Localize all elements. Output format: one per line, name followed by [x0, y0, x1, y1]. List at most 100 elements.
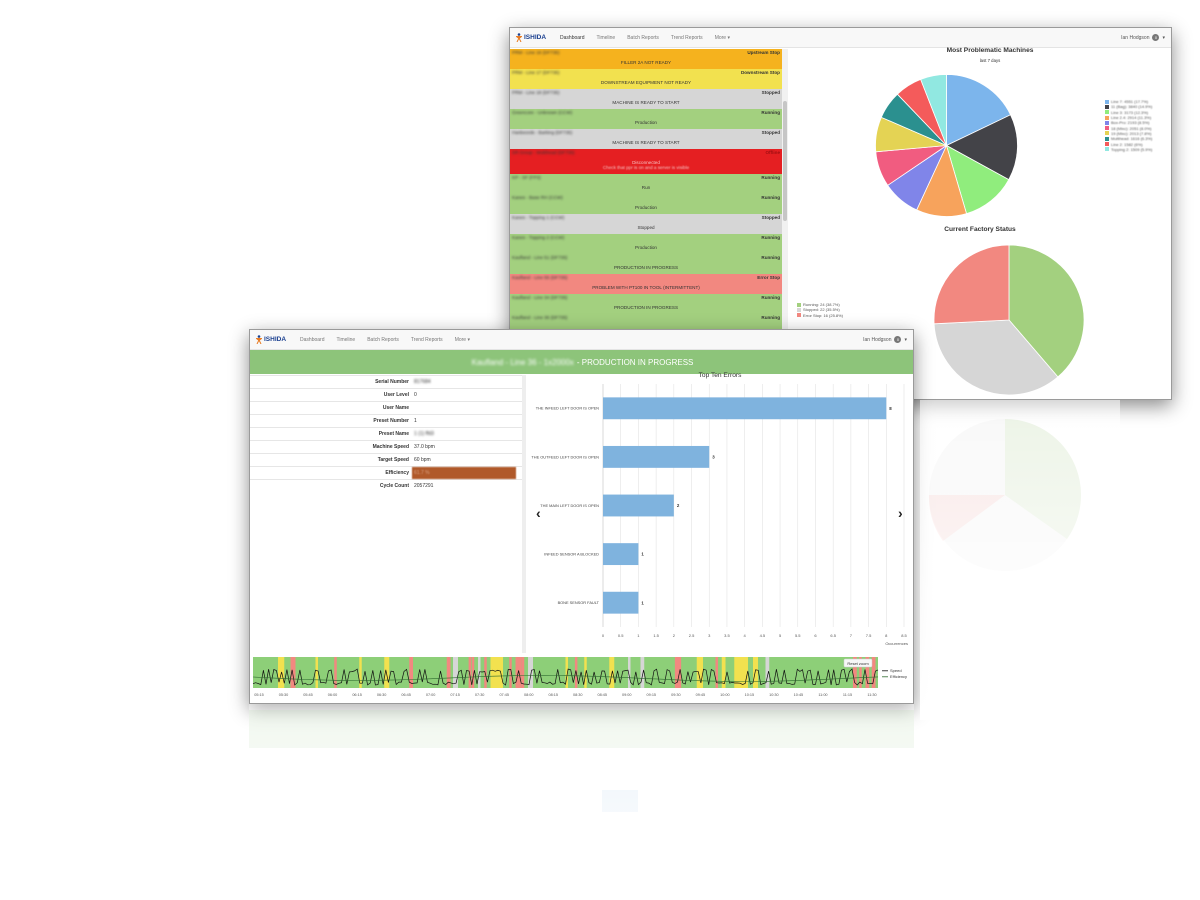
- timeline-status-segment: [734, 657, 748, 688]
- pie-reflection: [920, 400, 1120, 720]
- nav-trend-reports[interactable]: Trend Reports: [410, 336, 443, 343]
- legend-item[interactable]: Box-Pro: 2193 (8.5%): [1105, 120, 1152, 125]
- machine-status-row[interactable]: PRM - Line 16 (DF735) Upstream Stop FILLER…: [510, 49, 782, 69]
- user-menu[interactable]: Ian Hodgson 0 ▾: [1121, 34, 1165, 41]
- nav-timeline[interactable]: Timeline: [336, 336, 356, 343]
- legend-label: Error Stop: 16 (25.8%): [803, 312, 844, 318]
- machine-status-row[interactable]: KP - SF (FP3) Running Run: [510, 174, 782, 194]
- timeline-tick-label: 06:15: [352, 693, 362, 697]
- machine-state: Running: [761, 255, 780, 260]
- legend-item[interactable]: 11 (Bag): 3840 (14.9%): [1105, 104, 1152, 109]
- navbar: ISHIDA Dashboard Timeline Batch Reports …: [250, 330, 913, 350]
- timeline-status-segment: [565, 657, 568, 688]
- legend-label: Stopped: 22 (35.5%): [803, 307, 840, 313]
- brand-name: ISHIDA: [264, 336, 287, 343]
- machine-status-row[interactable]: PRM - Line 17 (DF735) Downstream Stop DOWN…: [510, 69, 782, 89]
- info-value: 61.7 %: [412, 467, 516, 479]
- timeline-tick-label: 05:30: [279, 693, 289, 697]
- legend-swatch: [1105, 104, 1109, 109]
- next-chart-arrow-icon[interactable]: ›: [898, 505, 903, 521]
- timeline-legend-label: Speed: [890, 668, 902, 673]
- timeline-tick-label: 05:45: [303, 693, 313, 697]
- machine-name: PRM - Line 18 (DF735): [512, 90, 560, 95]
- machine-status-row[interactable]: Greencore - Unknown (CCW) Running Producti…: [510, 109, 782, 129]
- legend-item[interactable]: Multihead: 1616 (6.3%): [1105, 136, 1152, 141]
- machine-info-table: Serial Number 817684 User Level 0 User Name P…: [250, 375, 522, 492]
- machine-state: Stopped: [761, 215, 780, 220]
- legend-label: Line 7: 4551 (17.7%): [1111, 99, 1149, 105]
- bar-category-label: THE INFEED LEFT DOOR IS OPEN: [536, 406, 599, 411]
- info-row: Efficiency 61.7 %: [250, 466, 522, 479]
- machine-status-row[interactable]: Kanes - Base RH (CCW) Running Production: [510, 194, 782, 214]
- nav-more[interactable]: More ▾: [715, 35, 730, 41]
- legend-label: 18 (Mixc): 2051 (8.0%): [1111, 125, 1152, 131]
- info-label: Cycle Count: [379, 483, 409, 489]
- timeline-status-segment: [853, 657, 857, 688]
- timeline-tick-label: 07:00: [426, 693, 436, 697]
- machine-name: Kaufland - Line 55 (DF735): [512, 275, 568, 280]
- nav-dashboard[interactable]: Dashboard: [300, 336, 325, 343]
- machine-message: Production: [635, 120, 657, 125]
- machine-status-row[interactable]: PRM - Line 18 (DF735) Stopped MACHINE IS R…: [510, 89, 782, 109]
- nav-batch-reports[interactable]: Batch Reports: [367, 336, 399, 343]
- user-menu[interactable]: Ian Hodgson 0 ▾: [863, 336, 907, 343]
- info-value: 817684: [414, 379, 431, 385]
- legend-label: Line 2.4: 2914 (11.3%): [1111, 115, 1152, 121]
- bar: [603, 494, 674, 517]
- machine-status-row[interactable]: Kaufland - Line 51 (DF735) Running PRODUCT…: [510, 254, 782, 274]
- legend-item[interactable]: Stopped: 22 (35.5%): [797, 307, 843, 312]
- legend-item[interactable]: Error Stop: 16 (25.8%): [797, 313, 843, 318]
- status-list-scrollbar[interactable]: [782, 49, 788, 399]
- bar-category-label: THE OUTFEED LEFT DOOR IS OPEN: [531, 454, 599, 459]
- caret-down-icon: ▾: [1162, 34, 1165, 41]
- legend-item[interactable]: Line 3: 3173 (12.3%): [1105, 110, 1152, 115]
- machine-name: SR Group - Multihead (DF735): [512, 150, 575, 155]
- legend-item[interactable]: Topping 2: 1509 (5.9%): [1105, 147, 1152, 152]
- caret-down-icon: ▾: [727, 34, 730, 41]
- info-row: Serial Number 817684: [250, 375, 522, 388]
- timeline-status-segment: [334, 657, 337, 688]
- machine-status-row[interactable]: Kaufland - Line 36 (DF735) Running: [510, 314, 782, 329]
- machine-status-row[interactable]: SR Group - Multihead (DF735) Offline Disco…: [510, 149, 782, 174]
- machine-status-row[interactable]: Kaufland - Line 34 (DF735) Running PRODUCT…: [510, 294, 782, 314]
- machine-name: PRM - Line 16 (DF735): [512, 50, 560, 55]
- bar: [603, 591, 639, 614]
- speed-efficiency-timeline[interactable]: 05:15 05:30 05:45 06:00 06:15 06:30 06:45 07:00…: [250, 655, 914, 704]
- timeline-tick-label: 09:00: [622, 693, 632, 697]
- brand-logo[interactable]: ISHIDA: [516, 33, 546, 42]
- x-tick-label: 7.5: [866, 633, 872, 638]
- scrollbar-thumb[interactable]: [783, 101, 787, 221]
- legend-item[interactable]: Line 2: 1582 (6%): [1105, 141, 1152, 147]
- info-row: User Name: [250, 401, 522, 414]
- bar-category-label: INFEED SENSOR A BLOCKED: [544, 552, 599, 557]
- legend-item[interactable]: 19 (Mixc): 2013 (7.8%): [1105, 131, 1152, 136]
- nav-dashboard[interactable]: Dashboard: [560, 34, 585, 41]
- nav-batch-reports[interactable]: Batch Reports: [627, 34, 659, 41]
- panel-divider[interactable]: [522, 375, 526, 653]
- legend-item[interactable]: Line 2.4: 2914 (11.3%): [1105, 115, 1152, 120]
- machine-message: DOWNSTREAM EQUIPMENT NOT READY: [600, 80, 692, 85]
- brand-logo[interactable]: ISHIDA: [256, 335, 286, 344]
- machine-status-row[interactable]: Kanes - Topping 1 (CCW) Stopped Stopped: [510, 214, 782, 234]
- bar-data-label: 2: [677, 503, 680, 508]
- legend-item[interactable]: Line 7: 4551 (17.7%): [1105, 99, 1152, 104]
- legend-item[interactable]: Running: 24 (38.7%): [797, 302, 843, 307]
- legend-swatch: [1105, 110, 1109, 115]
- prev-chart-arrow-icon[interactable]: ‹: [536, 505, 541, 521]
- machine-status-row-header: Kaufland - Line 51 (DF735) Running: [510, 254, 782, 262]
- machine-message: FILLER 2A NOT READY: [620, 60, 672, 65]
- machine-name: KP - SF (FP3): [512, 175, 541, 180]
- legend-item[interactable]: 18 (Mixc): 2051 (8.0%): [1105, 125, 1152, 131]
- machine-status-row[interactable]: Kaufland - Line 55 (DF735) Error Stop PROB…: [510, 274, 782, 294]
- nav-trend-reports[interactable]: Trend Reports: [670, 34, 703, 41]
- nav-more[interactable]: More ▾: [455, 337, 470, 343]
- window-reflection: [249, 704, 914, 900]
- reset-zoom-button[interactable]: [843, 658, 873, 668]
- pie-slice-topping-2: [920, 74, 947, 146]
- machine-status-row[interactable]: Kanes - Topping 2 (CCW) Running Production: [510, 234, 782, 254]
- machine-status-row-header: Kanes - Base RH (CCW) Running: [510, 194, 782, 202]
- machine-status-row-header: PRM - Line 17 (DF735) Downstream Stop: [510, 69, 782, 77]
- nav-timeline[interactable]: Timeline: [596, 34, 616, 41]
- timeline-tick-label: 08:45: [598, 693, 608, 697]
- machine-status-row[interactable]: Hanbeords - Barking (DF735) Stopped MACHIN…: [510, 129, 782, 149]
